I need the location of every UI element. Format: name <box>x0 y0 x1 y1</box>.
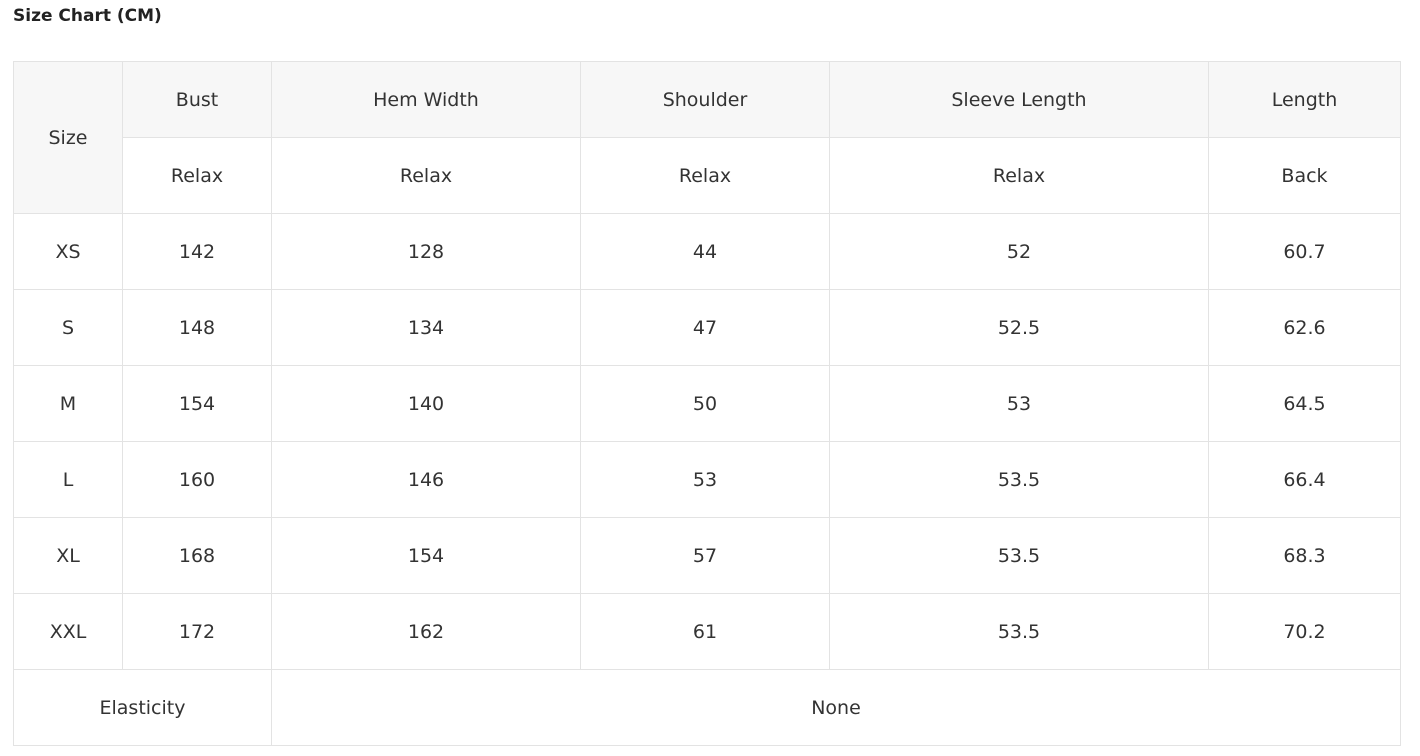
value-cell: 142 <box>122 213 272 290</box>
value-cell: 44 <box>580 213 830 290</box>
header-size: Size <box>13 61 123 214</box>
value-cell: 53 <box>829 365 1209 442</box>
elasticity-row: Elasticity None <box>13 669 1401 746</box>
header-row: Size Bust Hem Width Shoulder Sleeve Leng… <box>13 61 1401 214</box>
size-cell: XXL <box>13 593 123 670</box>
subheader-row: Relax Relax Relax Relax Back <box>14 137 1401 214</box>
elasticity-label: Elasticity <box>13 669 272 746</box>
value-cell: 134 <box>271 289 581 366</box>
size-cell: M <box>13 365 123 442</box>
table-row: M 154 140 50 53 64.5 <box>13 365 1401 442</box>
table-row: XXL 172 162 61 53.5 70.2 <box>13 593 1401 670</box>
size-chart-table: Size Bust Hem Width Shoulder Sleeve Leng… <box>13 61 1401 746</box>
subheader-sleeve-length: Relax <box>829 137 1209 214</box>
value-cell: 47 <box>580 289 830 366</box>
value-cell: 52.5 <box>829 289 1209 366</box>
value-cell: 53.5 <box>829 441 1209 518</box>
value-cell: 162 <box>271 593 581 670</box>
subheader-shoulder: Relax <box>580 137 830 214</box>
value-cell: 52 <box>829 213 1209 290</box>
subheader-bust: Relax <box>122 137 272 214</box>
table-row: XL 168 154 57 53.5 68.3 <box>13 517 1401 594</box>
value-cell: 68.3 <box>1208 517 1401 594</box>
header-sleeve-length: Sleeve Length <box>829 61 1209 138</box>
value-cell: 148 <box>122 289 272 366</box>
value-cell: 70.2 <box>1208 593 1401 670</box>
subheader-hem-width: Relax <box>271 137 581 214</box>
subheader-length: Back <box>1208 137 1401 214</box>
header-hem-width: Hem Width <box>271 61 581 138</box>
page-title: Size Chart (CM) <box>13 6 162 26</box>
table-row: XS 142 128 44 52 60.7 <box>13 213 1401 290</box>
value-cell: 140 <box>271 365 581 442</box>
size-cell: S <box>13 289 123 366</box>
value-cell: 160 <box>122 441 272 518</box>
value-cell: 57 <box>580 517 830 594</box>
value-cell: 61 <box>580 593 830 670</box>
value-cell: 50 <box>580 365 830 442</box>
size-cell: XS <box>13 213 123 290</box>
value-cell: 66.4 <box>1208 441 1401 518</box>
table-row: L 160 146 53 53.5 66.4 <box>13 441 1401 518</box>
table-row: S 148 134 47 52.5 62.6 <box>13 289 1401 366</box>
value-cell: 53.5 <box>829 593 1209 670</box>
header-shoulder: Shoulder <box>580 61 830 138</box>
value-cell: 60.7 <box>1208 213 1401 290</box>
value-cell: 53 <box>580 441 830 518</box>
size-cell: XL <box>13 517 123 594</box>
value-cell: 146 <box>271 441 581 518</box>
elasticity-value: None <box>271 669 1401 746</box>
size-cell: L <box>13 441 123 518</box>
value-cell: 128 <box>271 213 581 290</box>
value-cell: 154 <box>122 365 272 442</box>
value-cell: 62.6 <box>1208 289 1401 366</box>
value-cell: 64.5 <box>1208 365 1401 442</box>
header-length: Length <box>1208 61 1401 138</box>
value-cell: 168 <box>122 517 272 594</box>
value-cell: 53.5 <box>829 517 1209 594</box>
value-cell: 154 <box>271 517 581 594</box>
header-bust: Bust <box>122 61 272 138</box>
value-cell: 172 <box>122 593 272 670</box>
